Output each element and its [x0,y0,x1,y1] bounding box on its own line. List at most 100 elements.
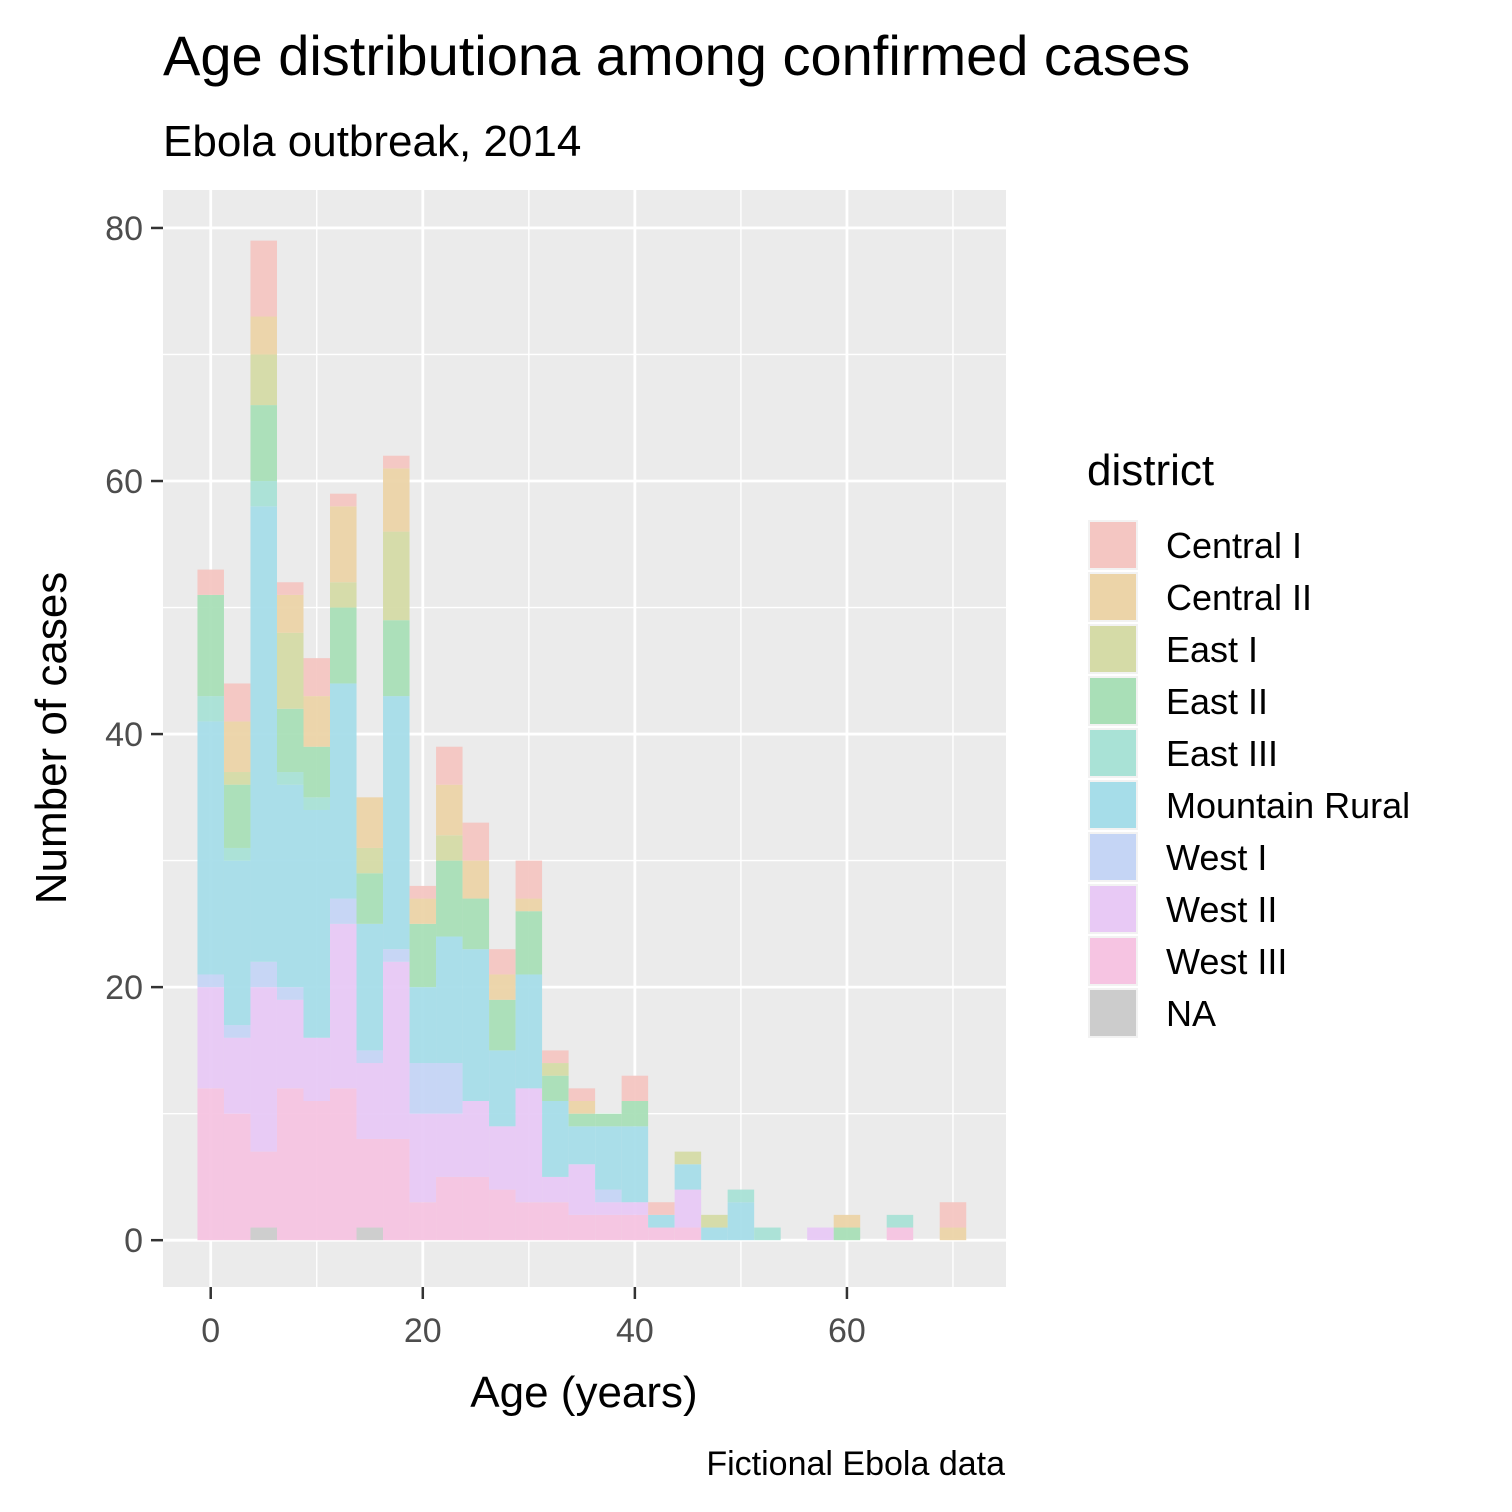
bar-segment: East II: 8 [197,594,224,697]
legend-label: West III [1166,941,1287,982]
bar-segment: West II: 7 [409,1113,437,1203]
bar-segment: East II: 4 [356,873,384,924]
bar-segment: East III: 1 [727,1189,755,1203]
bar-segment: West II: 1 [621,1202,649,1215]
bar-segment: East II: 1 [833,1227,861,1241]
bar-segment: West III: 11 [303,1101,331,1241]
legend-key [1088,780,1138,830]
bar-segment: West I: 1 [223,1025,251,1038]
bar-segment: Central I: 2 [939,1202,967,1228]
y-tick-label: 40 [105,716,143,754]
legend: district Central I Central II East I East I… [1087,446,1410,1038]
bar-segment: Central I: 2 [621,1075,649,1102]
bar-segment: East III: 1 [886,1214,914,1228]
bar-segment: West I: 4 [409,1063,437,1114]
bar-segment: Mountain Rural: 6 [621,1126,649,1203]
bar-segment: East III: 1 [276,772,304,785]
bar-segment: Mountain Rural: 6 [542,1101,569,1177]
bar-segment: Central II: 1 [568,1101,596,1114]
bar-segment: Mountain Rural: 1 [701,1227,728,1241]
bars: West III: 12West II: 8West I: 1Mountain … [197,240,967,1241]
bar-segment: East II: 5 [276,708,304,773]
bar-segment: Mountain Rural: 36 [250,506,277,962]
bar-segment: Mountain Rural: 20 [197,721,224,975]
bar-segment: East I: 1 [701,1214,728,1228]
bar-segment: West III: 5 [462,1176,490,1241]
bar-segment: Central II: 1 [515,898,543,912]
bar-segment: Central II: 2 [489,974,516,1000]
bar-segment: West I: 2 [330,898,357,924]
bar-segment: East II: 4 [303,746,331,798]
bar-segment: East I: 1 [223,772,251,785]
bar-segment: East I: 7 [383,531,410,621]
bar-segment: East II: 6 [250,405,277,482]
bar-segment: East II: 1 [568,1113,596,1127]
bar-segment: West III: 2 [621,1214,649,1241]
legend-key [1088,624,1138,674]
bar-segment: Central II: 3 [276,594,304,633]
bar-segment: East II: 6 [436,860,463,937]
bar-segment: East III: 2 [250,481,277,507]
bar-segment: Central II: 4 [303,696,331,747]
bar-segment: East I: 1 [542,1063,569,1076]
bar-segment: Mountain Rural: 5 [595,1126,622,1190]
bar-segment: East II: 5 [515,911,543,975]
bar-segment: Central II: 3 [462,860,490,899]
bar-segment: Central I: 1 [568,1088,596,1102]
bar-segment: East I: 2 [330,582,357,608]
legend-label: East II [1166,681,1268,722]
chart-subtitle: Ebola outbreak, 2014 [163,117,581,166]
x-tick-label: 20 [404,1312,442,1350]
bar-segment: West II: 13 [250,987,277,1152]
bar-segment: West II: 7 [276,999,304,1089]
bar-segment: West II: 2 [542,1176,569,1203]
bar-segment: Mountain Rural: 6 [489,1050,516,1127]
bar-segment: East I: 2 [436,835,463,861]
bar-segment: Central I: 1 [409,885,437,899]
x-tick-label: 40 [616,1312,654,1350]
bar-segment: Central II: 1 [939,1227,967,1241]
bar-segment: West III: 8 [383,1138,410,1241]
bar-segment: Central II: 4 [436,784,463,836]
y-tick-label: 60 [105,463,143,501]
bar-segment: West III: 10 [223,1113,251,1241]
legend-label: East I [1166,629,1258,670]
bar-segment: Mountain Rural: 10 [436,936,463,1064]
bar-segment: Mountain Rural: 3 [568,1126,596,1165]
bar-segment: East II: 1 [595,1113,622,1127]
bar-segment: East III: 1 [223,847,251,861]
bar-segment: West II: 5 [489,1126,516,1190]
bar-segment: West I: 4 [436,1063,463,1114]
bar-segment: East II: 4 [462,898,490,950]
bar-segment: Central II: 4 [223,721,251,773]
bar-segment: West II: 8 [197,987,224,1089]
x-tick-label: 0 [201,1312,220,1350]
x-tick-label: 60 [828,1312,866,1350]
bar-segment: Central I: 1 [276,582,304,595]
bar-segment: Central I: 3 [303,658,331,697]
y-axis: 0 20 40 60 80 [105,210,163,1260]
x-axis-title: Age (years) [470,1368,697,1417]
grid-minor [163,190,1006,1287]
bar-segment: Central I: 3 [462,822,490,861]
legend-key [1088,520,1138,570]
bar-segment: East I: 6 [276,632,304,709]
bar-segment: Central I: 2 [489,949,516,975]
y-tick-label: 80 [105,210,143,248]
bar-segment: East I: 1 [674,1151,702,1165]
bar-segment: West II: 1 [807,1227,834,1241]
bar-segment: West I: 1 [356,1050,384,1064]
bar-segment: West III: 7 [356,1138,384,1228]
bar-segment: East III: 1 [754,1227,781,1241]
legend-key [1088,884,1138,934]
bar-segment: West III: 2 [568,1214,596,1241]
bar-segment: Central II: 6 [330,506,357,583]
chart-title: Age distributiona among confirmed cases [163,24,1190,87]
bar-segment: West II: 9 [515,1088,543,1203]
bar-segment: West I: 2 [250,961,277,988]
legend-key [1088,676,1138,726]
bar-segment: East II: 5 [223,784,251,848]
y-axis-title: Number of cases [27,572,76,905]
bar-segment: Central II: 3 [250,316,277,355]
bar-segment: West III: 3 [515,1202,543,1241]
